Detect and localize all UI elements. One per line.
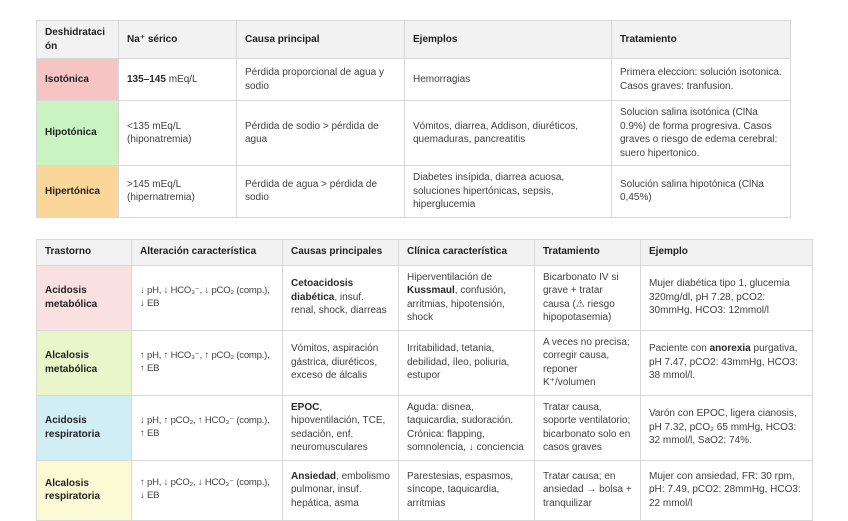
data-cell: Ansiedad, embolismo pulmonar, insuf. hep…: [282, 459, 399, 521]
column-header: Ejemplo: [640, 238, 813, 266]
header-row: Trastorno Alteración característica Causas…: [36, 238, 813, 266]
column-header: Tratamiento: [534, 238, 641, 266]
data-cell: Varón con EPOC, ligera cianosis, pH 7.32…: [640, 394, 813, 461]
data-cell: 135–145 mEq/L: [118, 58, 237, 101]
data-cell: Tratar causa, soporte ventilatorio; bica…: [534, 394, 641, 461]
data-cell: Pérdida proporcional de agua y sodio: [236, 58, 405, 101]
data-cell: Hemorragias: [404, 58, 612, 101]
column-header: Causas principales: [282, 238, 399, 266]
data-cell: Paciente con anorexia purgativa, pH 7.47…: [640, 329, 813, 396]
dehydration-table: Deshidratación Na⁺ sérico Causa principal E…: [36, 20, 791, 218]
data-cell: Hiperventilación de Kussmaul, confusión,…: [398, 264, 535, 331]
table-row: Acidosis metabólica ↓ pH, ↓ HCO₃⁻, ↓ pCO₂…: [36, 264, 813, 331]
column-header: Na⁺ sérico: [118, 20, 237, 59]
table-row: Hipotónica <135 mEq/L (hiponatremia) Pérdi…: [36, 100, 791, 166]
column-header: Ejemplos: [404, 20, 612, 59]
data-cell: Primera eleccion: solución isotonica. Ca…: [611, 58, 791, 101]
data-cell: Parestesias, espasmos, síncope, taquicar…: [398, 459, 535, 521]
column-header: Deshidratación: [36, 20, 119, 59]
data-cell: <135 mEq/L (hiponatremia): [118, 100, 237, 166]
dehydration-table-header: Deshidratación Na⁺ sérico Causa principal E…: [36, 20, 791, 59]
row-label-cell: Alcalosis respiratoria: [36, 459, 132, 521]
data-cell: Mujer con ansiedad, FR: 30 rpm, pH: 7.49…: [640, 459, 813, 521]
data-cell: Vómitos, diarrea, Addison, diuréticos, q…: [404, 100, 612, 166]
row-label-cell: Hipotónica: [36, 100, 119, 166]
data-cell: Cetoacidosis diabética, insuf. renal, sh…: [282, 264, 399, 331]
data-cell: ↓ pH, ↓ HCO₃⁻, ↓ pCO₂ (comp.), ↓ EB: [131, 264, 283, 331]
data-cell: Pérdida de sodio > pérdida de agua: [236, 100, 405, 166]
table-row: Alcalosis respiratoria ↑ pH, ↓ pCO₂, ↓ HC…: [36, 459, 813, 521]
table-row: Alcalosis metabólica ↑ pH, ↑ HCO₃⁻, ↑ pCO…: [36, 329, 813, 396]
column-header: Alteración característica: [131, 238, 283, 266]
row-label-cell: Alcalosis metabólica: [36, 329, 132, 396]
data-cell: ↓ pH, ↑ pCO₂, ↑ HCO₃⁻ (comp.), ↑ EB: [131, 394, 283, 461]
data-cell: Mujer diabética tipo 1, glucemia 320mg/d…: [640, 264, 813, 331]
data-cell: Pérdida de agua > pérdida de sodio: [236, 165, 405, 218]
data-cell: EPOC, hipoventilación, TCE, sedación, en…: [282, 394, 399, 461]
acid-base-table-body: Acidosis metabólica ↓ pH, ↓ HCO₃⁻, ↓ pCO₂…: [36, 264, 813, 521]
data-cell: Irritabilidad, tetania, debilidad, íleo,…: [398, 329, 535, 396]
acid-base-table-header: Trastorno Alteración característica Causas…: [36, 238, 813, 266]
table-row: Isotónica 135–145 mEq/L Pérdida proporcion…: [36, 58, 791, 101]
row-label-cell: Hipertónica: [36, 165, 119, 218]
data-cell: Vómitos, aspiración gástrica, diuréticos…: [282, 329, 399, 396]
dehydration-table-body: Isotónica 135–145 mEq/L Pérdida proporcion…: [36, 58, 791, 218]
data-cell: >145 mEq/L (hipernatremia): [118, 165, 237, 218]
data-cell: Solucion salina isotónica (ClNa 0.9%) de…: [611, 100, 791, 166]
column-header: Clínica característica: [398, 238, 535, 266]
row-label-cell: Isotónica: [36, 58, 119, 101]
column-header: Causa principal: [236, 20, 405, 59]
data-cell: A veces no precisa; corregir causa, repo…: [534, 329, 641, 396]
row-label-cell: Acidosis metabólica: [36, 264, 132, 331]
data-cell: ↑ pH, ↓ pCO₂, ↓ HCO₃⁻ (comp.), ↓ EB: [131, 459, 283, 521]
table-row: Acidosis respiratoria ↓ pH, ↑ pCO₂, ↑ HCO…: [36, 394, 813, 461]
acid-base-table: Trastorno Alteración característica Causas…: [36, 238, 813, 521]
table-row: Hipertónica >145 mEq/L (hipernatremia) Pér…: [36, 165, 791, 218]
data-cell: Solución salina hipotónica (ClNa 0,45%): [611, 165, 791, 218]
data-cell: Diabetes insípida, diarrea acuosa, soluc…: [404, 165, 612, 218]
data-cell: Aguda: disnea, taquicardia, sudoración. …: [398, 394, 535, 461]
header-row: Deshidratación Na⁺ sérico Causa principal E…: [36, 20, 791, 59]
column-header: Tratamiento: [611, 20, 791, 59]
data-cell: ↑ pH, ↑ HCO₃⁻, ↑ pCO₂ (comp.), ↑ EB: [131, 329, 283, 396]
column-header: Trastorno: [36, 238, 132, 266]
row-label-cell: Acidosis respiratoria: [36, 394, 132, 461]
data-cell: Tratar causa; en ansiedad → bolsa + tran…: [534, 459, 641, 521]
data-cell: Bicarbonato IV si grave + tratar causa (…: [534, 264, 641, 331]
